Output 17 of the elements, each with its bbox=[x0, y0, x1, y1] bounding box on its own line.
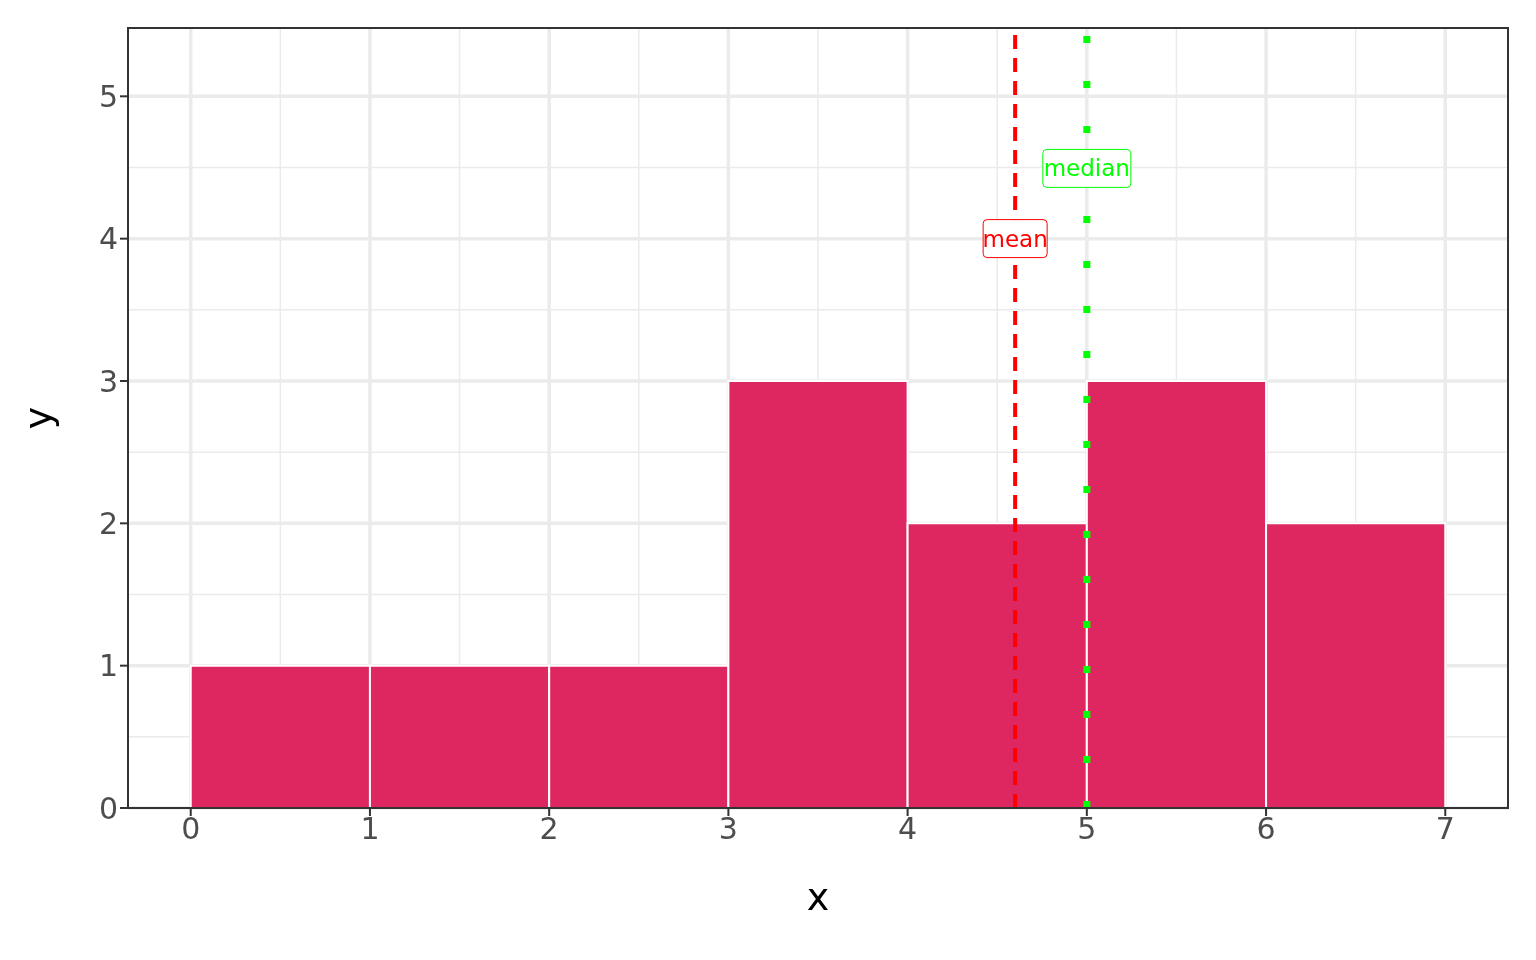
ref-line-label: mean bbox=[982, 225, 1048, 252]
x-tick-label: 1 bbox=[360, 811, 380, 847]
x-tick-label: 3 bbox=[718, 811, 738, 847]
y-tick-label: 2 bbox=[98, 505, 118, 541]
y-tick-label: 3 bbox=[98, 363, 118, 399]
x-tick-label: 6 bbox=[1256, 811, 1276, 847]
x-tick-label: 2 bbox=[539, 811, 559, 847]
y-tick-label: 5 bbox=[98, 78, 118, 114]
x-tick-label: 7 bbox=[1435, 811, 1455, 847]
x-tick-label: 4 bbox=[898, 811, 918, 847]
x-tick-label: 5 bbox=[1077, 811, 1097, 847]
y-axis-title: y bbox=[16, 406, 61, 430]
y-tick-label: 4 bbox=[98, 221, 118, 257]
x-axis-title: x bbox=[806, 875, 830, 919]
x-tick-label: 0 bbox=[181, 811, 201, 847]
y-tick-label: 1 bbox=[98, 648, 118, 684]
ref-line-label: median bbox=[1043, 155, 1130, 182]
